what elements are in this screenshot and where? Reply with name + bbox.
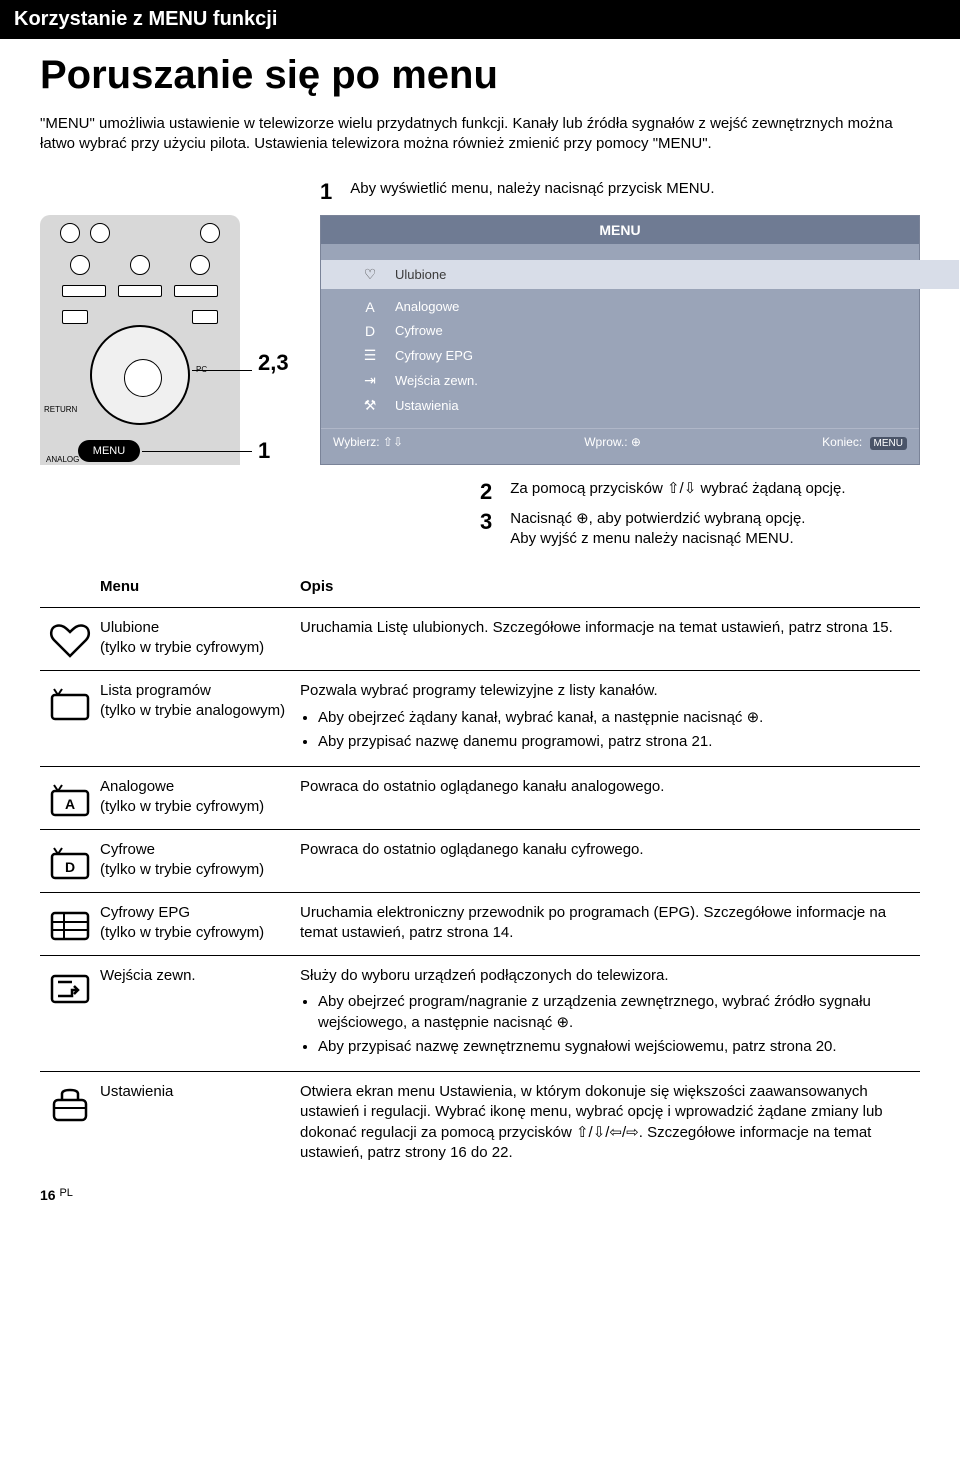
table-header-menu: Menu [100,577,300,597]
menu-panel-item: ☰ Cyfrowy EPG [361,343,919,368]
table-row: Lista programów(tylko w trybie analogowy… [40,670,920,766]
menu-item-label: Ustawienia [395,398,459,413]
row-name: Ustawienia [100,1082,300,1163]
row-description: Pozwala wybrać programy telewizyjne z li… [300,681,920,756]
ext-icon [40,966,100,1061]
step-2-number: 2 [480,479,492,505]
page-number: 16 PL [40,1187,920,1203]
menu-item-label: Wejścia zewn. [395,373,478,388]
table-row: Wejścia zewn.Służy do wyboru urządzeń po… [40,955,920,1071]
remote-analog-label: ANALOG [46,455,79,464]
menu-item-icon: D [361,323,379,339]
step-3-text-b: Aby wyjść z menu należy nacisnąć MENU. [510,530,793,547]
step-3-text-a: Nacisnąć ⊕, aby potwierdzić wybraną opcj… [510,510,805,527]
row-description: Uruchamia Listę ulubionych. Szczegółowe … [300,618,920,660]
menu-footer-select: Wybierz: ⇧⇩ [333,435,403,449]
row-description: Otwiera ekran menu Ustawienia, w którym … [300,1082,920,1163]
step-3-number: 3 [480,509,492,550]
menu-item-label: Ulubione [395,267,446,282]
row-description: Powraca do ostatnio oglądanego kanału cy… [300,840,920,882]
row-description: Powraca do ostatnio oglądanego kanału an… [300,777,920,819]
callout-1: 1 [258,438,270,464]
menu-description-table: Menu Opis Ulubione(tylko w trybie cyfrow… [40,567,920,1173]
remote-menu-button-label: MENU [78,440,140,462]
menu-panel-item: ⇥ Wejścia zewn. [361,368,919,393]
tvD-icon [40,840,100,882]
table-row: Analogowe(tylko w trybie cyfrowym)Powrac… [40,766,920,829]
onscreen-menu-panel: MENU ♡ Ulubione A Analogowe D Cyfrowe ☰ Cyfrowy… [320,215,920,465]
menu-panel-item: ⚒ Ustawienia [361,393,919,418]
menu-item-icon: ⚒ [361,397,379,414]
table-row: Cyfrowy EPG(tylko w trybie cyfrowym)Uruc… [40,892,920,955]
row-name: Ulubione(tylko w trybie cyfrowym) [100,618,300,660]
row-name: Lista programów(tylko w trybie analogowy… [100,681,300,756]
menu-item-icon: ☰ [361,347,379,364]
row-name: Wejścia zewn. [100,966,300,1061]
heart-icon [40,618,100,660]
menu-footer-exit: Koniec: MENU [822,435,907,449]
table-header-opis: Opis [300,577,920,597]
page-title: Poruszanie się po menu [40,53,920,98]
remote-diagram: ⊕ RETURN PC MENU ANALOG 2,3 1 [40,215,300,465]
step-1-text: Aby wyświetlić menu, należy nacisnąć prz… [350,179,714,205]
epg-icon [40,903,100,945]
menu-item-icon: ⇥ [361,372,379,389]
table-row: Ulubione(tylko w trybie cyfrowym)Urucham… [40,607,920,670]
section-header: Korzystanie z MENU funkcji [0,0,960,39]
menu-item-label: Cyfrowe [395,323,443,338]
step-2-text: Za pomocą przycisków ⇧/⇩ wybrać żądaną o… [510,479,845,505]
menu-item-icon: ♡ [361,266,379,283]
row-description: Służy do wyboru urządzeń podłączonych do… [300,966,920,1061]
menu-panel-item: A Analogowe [361,295,919,319]
menu-panel-item: ♡ Ulubione [321,260,959,289]
row-name: Analogowe(tylko w trybie cyfrowym) [100,777,300,819]
row-name: Cyfrowe(tylko w trybie cyfrowym) [100,840,300,882]
tvA-icon [40,777,100,819]
menu-footer-enter: Wprow.: ⊕ [584,435,641,449]
step-1-number: 1 [320,179,332,205]
menu-panel-item: D Cyfrowe [361,319,919,343]
menu-item-icon: A [361,299,379,315]
menu-item-label: Analogowe [395,299,459,314]
row-name: Cyfrowy EPG(tylko w trybie cyfrowym) [100,903,300,945]
tv-icon [40,681,100,756]
intro-text: "MENU" umożliwia ustawienie w telewizorz… [40,114,920,155]
callout-2-3: 2,3 [258,350,289,376]
menu-panel-title: MENU [321,216,919,244]
remote-return-label: RETURN [44,405,77,414]
table-row: Cyfrowe(tylko w trybie cyfrowym)Powraca … [40,829,920,892]
row-description: Uruchamia elektroniczny przewodnik po pr… [300,903,920,945]
menu-item-label: Cyfrowy EPG [395,348,473,363]
table-row: UstawieniaOtwiera ekran menu Ustawienia,… [40,1071,920,1173]
tool-icon [40,1082,100,1163]
